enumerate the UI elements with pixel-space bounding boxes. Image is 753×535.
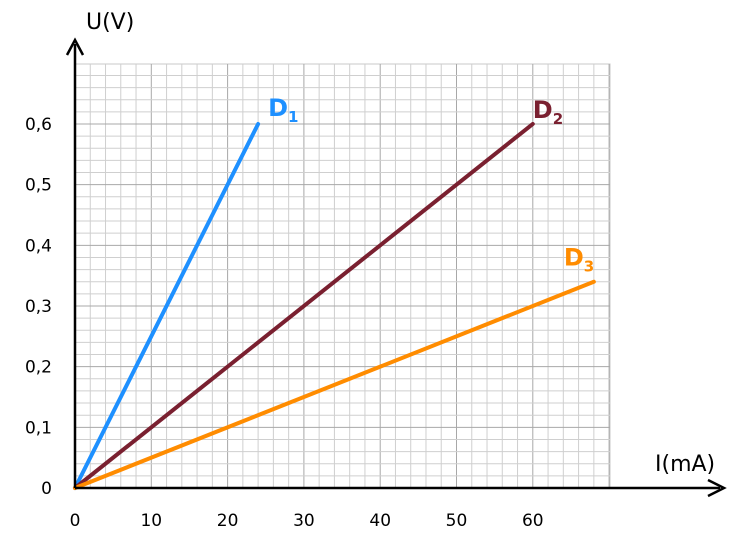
- series-line-3: [73, 279, 596, 490]
- series-label-3: D3: [564, 244, 594, 276]
- x-axis-title: I(mA): [655, 452, 715, 477]
- x-tick-label: 40: [369, 511, 391, 531]
- series-label-1: D1: [268, 94, 298, 126]
- y-tick-label: 0,3: [25, 297, 52, 317]
- y-tick-label: 0,5: [25, 176, 52, 196]
- series-line-2: [73, 121, 535, 490]
- series-label-subscript: 2: [553, 110, 563, 128]
- labels: U(V) I(mA) 0 10 20 30 40 50 60 0 0,1 0,2 0,3 0,4 0,5…: [25, 10, 715, 531]
- y-tick-label: 0: [41, 479, 52, 499]
- series-label-subscript: 1: [288, 108, 298, 126]
- x-tick-label: 20: [217, 511, 239, 531]
- y-tick-label: 0,1: [25, 418, 52, 438]
- y-tick-label: 0,4: [25, 236, 52, 256]
- series-label-subscript: 3: [584, 258, 594, 276]
- series-lines: [73, 121, 596, 490]
- axes: [65, 37, 727, 498]
- x-tick-label: 50: [446, 511, 468, 531]
- x-tick-label: 10: [140, 511, 162, 531]
- y-axis-title: U(V): [86, 10, 134, 35]
- y-tick-label: 0,6: [25, 115, 52, 135]
- y-axis-arrow: [65, 37, 85, 56]
- y-tick-label: 0,2: [25, 358, 52, 378]
- x-tick-label: 60: [522, 511, 544, 531]
- x-tick-label: 30: [293, 511, 315, 531]
- x-tick-label: 0: [70, 511, 81, 531]
- series-line-1: [73, 121, 261, 490]
- x-axis-arrow: [707, 478, 727, 498]
